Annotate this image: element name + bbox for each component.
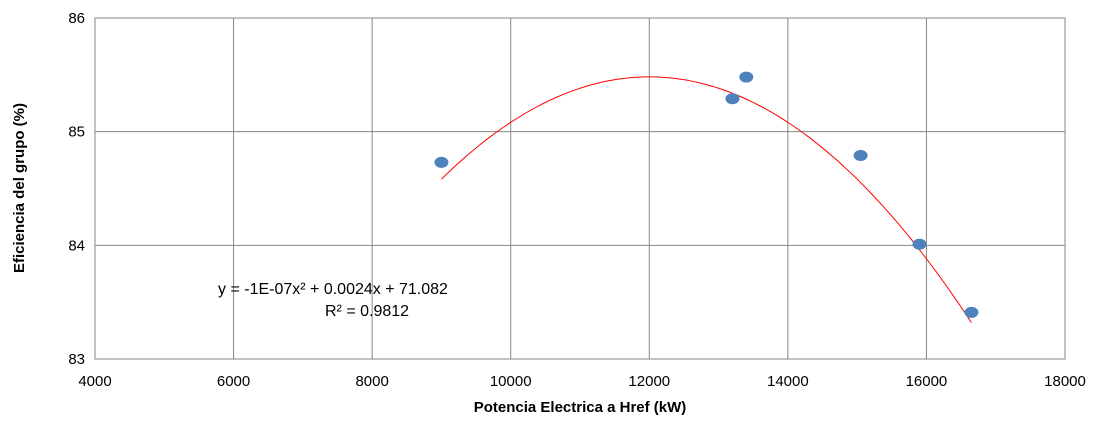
- x-tick-label: 16000: [906, 373, 948, 390]
- x-tick-label: 14000: [767, 373, 809, 390]
- trendline-r2: R² = 0.9812: [325, 303, 409, 320]
- trendline: [441, 76, 972, 323]
- data-point: [853, 150, 868, 162]
- y-tick-label: 83: [68, 351, 85, 368]
- x-tick-label: 18000: [1044, 373, 1086, 390]
- x-axis-title: Potencia Electrica a Href (kW): [474, 399, 687, 416]
- data-point: [725, 93, 740, 105]
- y-axis-title: Eficiencia del grupo (%): [11, 103, 28, 273]
- x-tick-label: 12000: [628, 373, 670, 390]
- data-point: [912, 238, 927, 250]
- y-tick-labels: 83 84 85 86: [68, 10, 85, 368]
- data-point: [739, 71, 754, 83]
- trendline-equation: y = -1E-07x² + 0.0024x + 71.082: [218, 281, 448, 298]
- data-point: [434, 156, 449, 168]
- data-point: [964, 306, 979, 318]
- x-tick-label: 8000: [355, 373, 388, 390]
- x-tick-labels: 4000 6000 8000 10000 12000 14000 16000 18000: [78, 373, 1086, 390]
- y-tick-label: 84: [68, 237, 85, 254]
- x-tick-label: 6000: [217, 373, 250, 390]
- grid-lines: [95, 18, 1065, 359]
- x-tick-label: 4000: [78, 373, 111, 390]
- data-points: [434, 71, 979, 318]
- y-tick-label: 86: [68, 10, 85, 27]
- y-tick-label: 85: [68, 124, 85, 141]
- plot-area: [94, 17, 1066, 360]
- x-tick-label: 10000: [490, 373, 532, 390]
